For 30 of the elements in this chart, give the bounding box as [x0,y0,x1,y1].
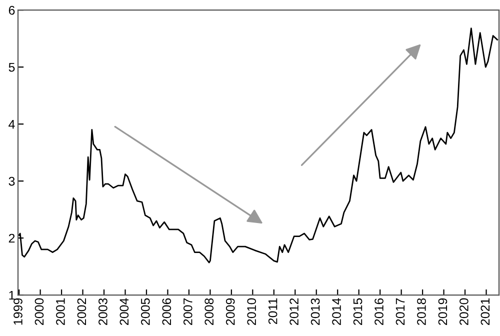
x-tick-label: 2003 [98,298,108,325]
x-tick-label: 2015 [353,298,362,325]
y-tick-label: 4 [8,120,15,129]
x-tick-label: 2002 [77,298,86,325]
x-tick-label: 2013 [310,298,320,325]
y-tick-label: 1 [9,290,15,300]
y-tick-label: 6 [8,6,15,15]
x-tick-label: 2018 [417,298,426,325]
x-tick-label: 2009 [226,298,235,325]
x-tick-label: 2014 [332,298,341,325]
x-tick-label: 2011 [268,298,278,324]
x-tick-label: 2012 [290,298,298,325]
x-tick-label: 2007 [183,298,192,325]
y-tick-label: 2 [8,234,15,243]
x-tick-label: 2016 [374,298,384,325]
x-tick-label: 2010 [247,298,256,325]
line-series [18,28,498,264]
y-tick-label: 3 [8,176,15,186]
x-tick-label: 2000 [34,298,44,325]
x-tick-label: 2008 [204,298,214,325]
y-tick-label: 5 [8,62,15,72]
x-tick-label: 2020 [460,298,468,325]
x-tick-label: 2017 [396,298,405,325]
x-tick-label: 2004 [120,298,129,325]
x-tick-label: 2001 [56,298,65,325]
x-tick-label: 2006 [162,298,172,325]
x-tick-label: 1999 [14,298,22,325]
x-tick-label: 2019 [438,298,448,325]
x-tick-label: 2021 [480,298,490,325]
x-tick-label: 2005 [140,298,150,325]
